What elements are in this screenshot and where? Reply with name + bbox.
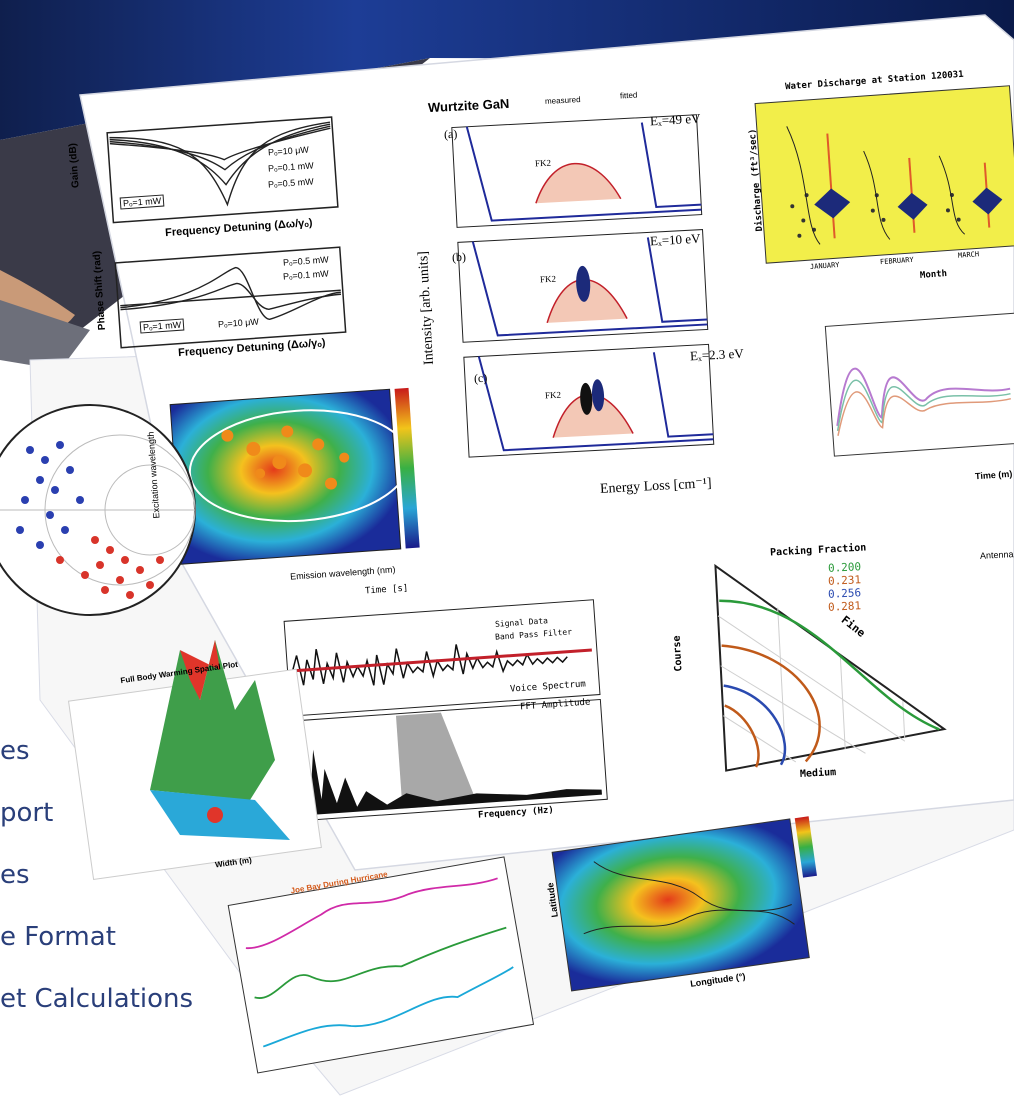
smith-chart bbox=[0, 404, 196, 616]
feature-item-2: port bbox=[0, 798, 54, 828]
raman-plot bbox=[451, 114, 715, 458]
feature-item-1: es bbox=[0, 736, 30, 766]
water-discharge-plot bbox=[754, 85, 1014, 264]
surface-plot bbox=[67, 640, 322, 880]
ternary-plot bbox=[714, 563, 947, 772]
gain-plot bbox=[106, 116, 339, 224]
feature-item-3: es bbox=[0, 860, 30, 890]
time-series-plot bbox=[824, 311, 1014, 457]
feature-item-4: e Format bbox=[0, 922, 116, 952]
feature-item-5: et Calculations bbox=[0, 984, 194, 1014]
map-plot bbox=[551, 816, 817, 992]
phase-plot bbox=[114, 246, 347, 349]
joe-bay-plot bbox=[227, 856, 535, 1074]
signal-plot bbox=[283, 599, 608, 822]
photo-keys bbox=[0, 300, 90, 370]
contour-heatmap bbox=[169, 387, 420, 565]
